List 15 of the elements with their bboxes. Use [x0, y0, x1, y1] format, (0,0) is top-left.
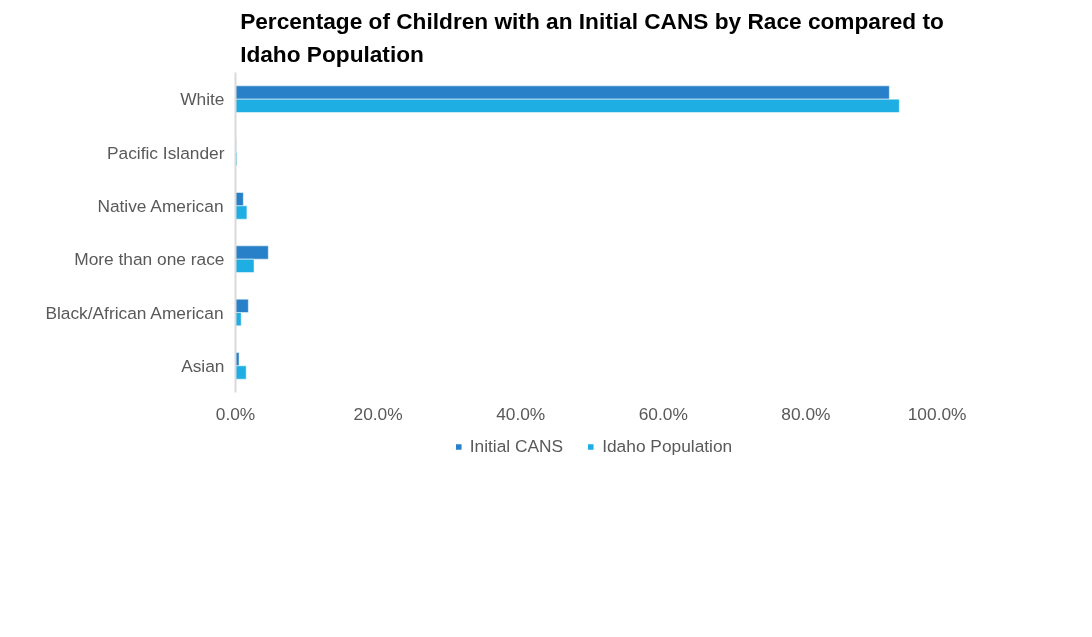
x-tick-label: 20.0% — [353, 403, 403, 424]
legend-label: Initial CANS — [469, 435, 564, 457]
y-tick-label: More than one race — [74, 249, 225, 270]
y-tick-label: Asian — [181, 355, 225, 376]
x-tick-label: 60.0% — [638, 403, 688, 424]
x-tick-label: 80.0% — [781, 403, 831, 424]
x-tick-label: 0.0% — [215, 403, 256, 424]
y-tick-label: White — [180, 89, 225, 110]
legend-label: Idaho Population — [602, 435, 733, 457]
y-tick-label: Pacific Islander — [107, 142, 225, 163]
x-tick-label: 100.0% — [907, 403, 967, 424]
chart-title: Percentage of Children with an Initial CANS by Race compared to Idaho Population — [240, 7, 944, 68]
y-tick-label: Native American — [97, 195, 224, 216]
x-tick-label: 40.0% — [496, 403, 546, 424]
y-tick-label: Black/African American — [45, 302, 224, 323]
